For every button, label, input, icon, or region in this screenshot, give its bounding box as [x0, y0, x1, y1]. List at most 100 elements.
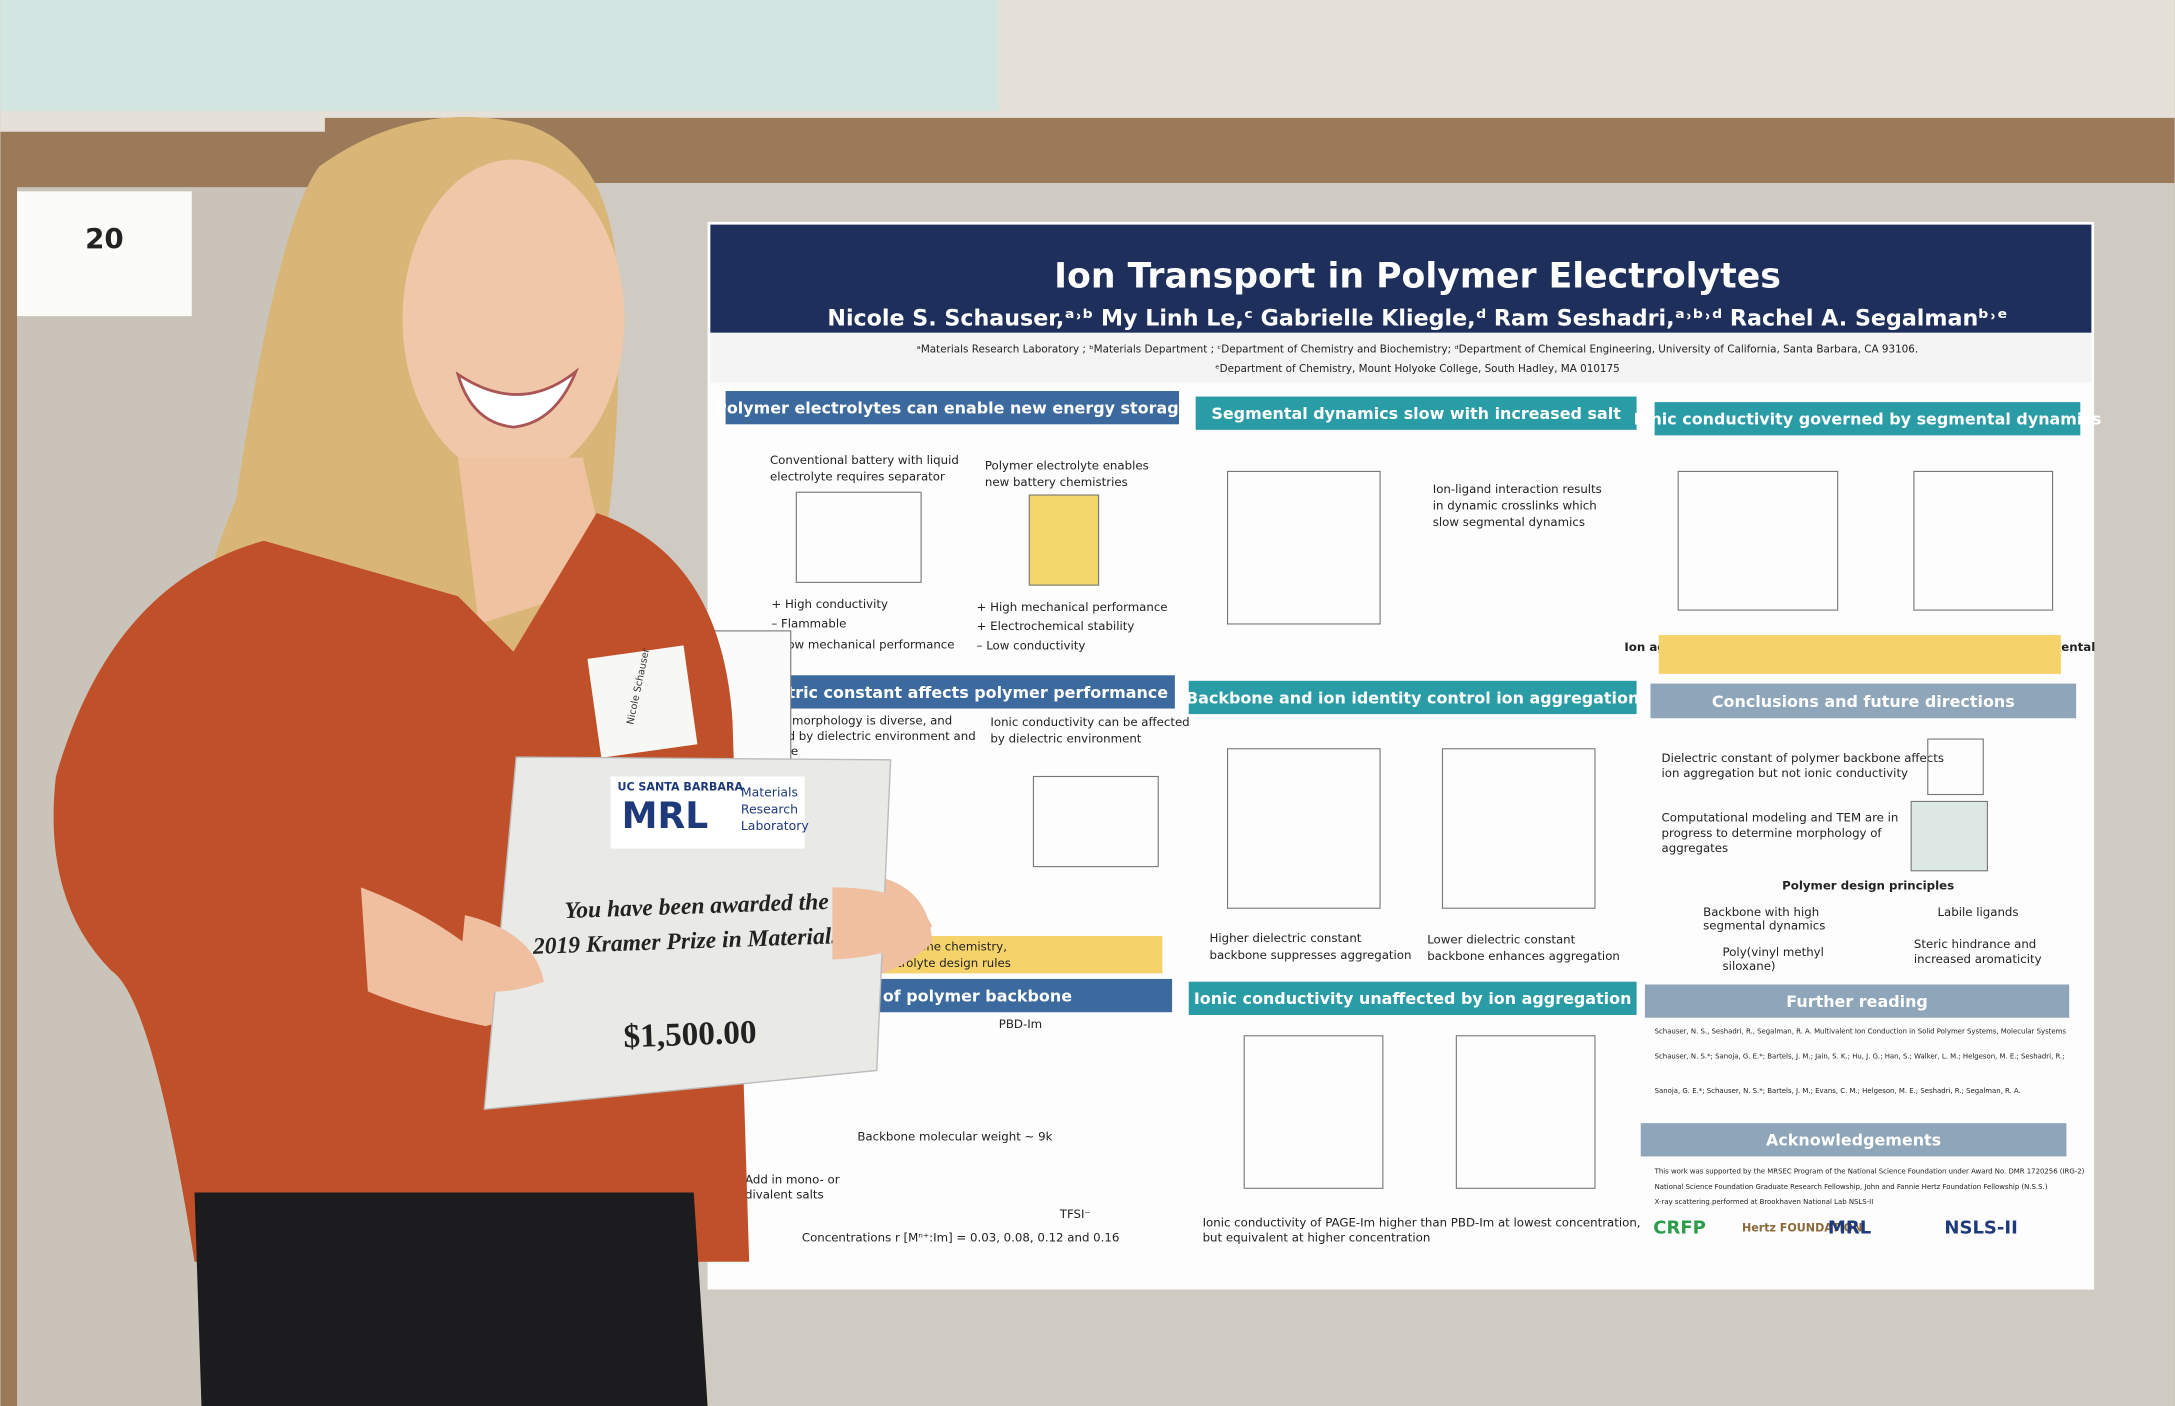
smile — [455, 367, 580, 429]
section-text: but equivalent at higher concentration — [1203, 1231, 1431, 1245]
left-fingers — [457, 915, 544, 992]
figure — [1913, 470, 2054, 611]
award-lab-line: Laboratory — [741, 818, 809, 833]
sponsor-logo: MRL — [1828, 1218, 1871, 1239]
section-text: + Electrochemical stability — [977, 619, 1135, 633]
figure — [1441, 748, 1596, 909]
poster-content: Ion Transport in Polymer Electrolytes Nic… — [715, 256, 2101, 1244]
section-text: Sanoja, G. E.*; Schauser, N. S.*; Bartel… — [1655, 1087, 2021, 1095]
section-header-box — [1188, 680, 1637, 715]
sponsor-logo: CRFP — [1653, 1218, 1706, 1239]
mrl-logo — [610, 776, 805, 849]
section-text: TFSI⁻ — [1059, 1207, 1091, 1221]
section-header-box — [1188, 981, 1637, 1015]
section-text: Backbone molecular weight ~ 9k — [857, 1130, 1052, 1144]
figure — [1226, 470, 1381, 625]
section-text: ion aggregation but not ionic conductivi… — [1662, 766, 1909, 780]
section-text: Concentrations r [Mⁿ⁺:Im] = 0.03, 0.08, … — [802, 1231, 1120, 1245]
award-lab-line: Research — [741, 801, 798, 816]
figure — [1677, 470, 1839, 611]
section-text: – Low conductivity — [977, 639, 1086, 653]
section-heading: Ionic conductivity governed by segmental… — [1634, 410, 2102, 429]
section-heading: Acknowledgements — [1766, 1131, 1941, 1150]
name-badge — [587, 645, 698, 758]
sponsor-logo: NSLS-II — [1944, 1218, 2017, 1239]
right-fingers — [832, 887, 933, 960]
section-heading: Ionic conductivity unaffected by ion agg… — [1194, 989, 1632, 1008]
section-text: Steric hindrance and — [1914, 937, 2036, 951]
pants — [194, 1192, 708, 1406]
poster-affiliation-band — [710, 332, 2092, 383]
section-text: X-ray scattering performed at Brookhaven… — [1655, 1198, 1874, 1206]
section-text: Ionic conductivity can be affected — [990, 715, 1189, 729]
screen — [0, 0, 999, 111]
section-header-box — [1644, 984, 2070, 1018]
section-text: divalent salts — [745, 1188, 824, 1202]
figure — [1028, 494, 1100, 586]
section-heading: Polymer electrolytes can enable new ener… — [715, 399, 1189, 418]
figure — [1910, 800, 1988, 872]
section-text: Computational modeling and TEM are in — [1662, 811, 1899, 825]
section-text: increased aromaticity — [1914, 952, 2042, 966]
section-text: This work was supported by the MRSEC Pro… — [1654, 1168, 2085, 1176]
award-amount: $1,500.00 — [623, 1014, 757, 1056]
section-text: Lower dielectric constant — [1427, 933, 1575, 947]
section-text: Dielectric constant of polymer backbone … — [1662, 751, 1944, 765]
section-heading: Effect of polymer backbone — [826, 986, 1073, 1005]
section-text: Polymer electrolyte enables — [985, 458, 1149, 472]
figure — [1455, 1035, 1596, 1189]
section-text: backbone suppresses aggregation — [1210, 948, 1412, 962]
section-text: new battery chemistries — [985, 475, 1128, 489]
section-text: in dynamic crosslinks which — [1433, 499, 1597, 513]
section-heading: Backbone and ion identity control ion ag… — [1186, 688, 1639, 707]
figure — [1243, 1035, 1384, 1189]
sponsor-logo: Hertz FOUNDATION — [1742, 1222, 1862, 1235]
booth-card — [17, 191, 192, 317]
award-lab-line: Materials — [741, 785, 798, 800]
section-text: Schauser, N. S., Seshadri, R., Segalman,… — [1655, 1028, 2067, 1036]
section-text: backbone enhances aggregation — [1427, 949, 1620, 963]
section-header-box — [1654, 402, 2081, 436]
poster-affiliation: ᵉDepartment of Chemistry, Mount Holyoke … — [1215, 363, 1619, 375]
figure — [1927, 738, 1984, 796]
section-heading: Conclusions and future directions — [1712, 692, 2015, 711]
section-text: Add in mono- or — [745, 1172, 840, 1186]
booth-number: 20 — [85, 222, 124, 255]
section-heading: Segmental dynamics slow with increased s… — [1211, 404, 1621, 423]
section-text: segmental dynamics — [1703, 919, 1825, 933]
section-text: – Flammable — [771, 616, 846, 630]
award-org: UC SANTA BARBARA — [617, 781, 743, 794]
section-text: Schauser, N. S.*; Sanoja, G. E.*; Bartel… — [1655, 1053, 2065, 1061]
section-header-box — [1195, 396, 1637, 430]
section-text: + High conductivity — [771, 597, 888, 611]
highlight-box — [1658, 635, 2061, 674]
section-text: National Science Foundation Graduate Res… — [1655, 1183, 2048, 1191]
poster-affiliation: ᵃMaterials Research Laboratory ; ᵇMateri… — [917, 343, 1918, 355]
section-text: Poly(vinyl methyl — [1723, 945, 1824, 959]
section-text: electrolyte requires separator — [770, 469, 945, 483]
section-text: Ion-ligand interaction results — [1433, 482, 1602, 496]
section-text: aggregates — [1662, 841, 1729, 855]
section-text: + High mechanical performance — [977, 600, 1168, 614]
section-header-box — [1650, 683, 2077, 719]
figure — [1032, 775, 1159, 868]
section-heading: Dielectric constant affects polymer perf… — [732, 683, 1168, 702]
figure — [795, 491, 922, 583]
section-text: PBD-Im — [999, 1017, 1042, 1031]
section-text: Ionic conductivity of PAGE-Im higher tha… — [1203, 1215, 1641, 1229]
section-header-box — [725, 675, 1175, 709]
section-heading: Further reading — [1786, 992, 1928, 1011]
poster-banner — [710, 224, 2092, 333]
award-logo: MRL — [622, 795, 709, 837]
section-text: slow segmental dynamics — [1433, 515, 1585, 529]
section-text: Higher dielectric constant — [1210, 931, 1362, 945]
poster-title: Ion Transport in Polymer Electrolytes — [1054, 256, 1781, 296]
poster-authors: Nicole S. Schauser,ᵃ˒ᵇ My Linh Le,ᶜ Gabr… — [827, 305, 2007, 331]
section-text: siloxane) — [1723, 959, 1776, 973]
section-text: Conventional battery with liquid — [770, 453, 959, 467]
section-header-box — [725, 391, 1180, 425]
